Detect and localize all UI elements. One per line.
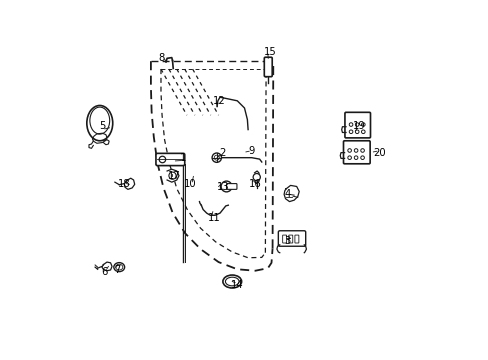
Text: 1: 1 — [180, 153, 186, 163]
Ellipse shape — [114, 263, 124, 271]
Text: 4: 4 — [284, 189, 290, 199]
Circle shape — [212, 153, 221, 162]
Text: 3: 3 — [284, 236, 290, 246]
Text: 12: 12 — [212, 96, 225, 106]
Text: 17: 17 — [167, 171, 180, 181]
Text: 15: 15 — [264, 47, 276, 57]
Text: 6: 6 — [101, 267, 107, 277]
Text: 13: 13 — [216, 182, 229, 192]
Ellipse shape — [223, 275, 241, 288]
FancyBboxPatch shape — [264, 57, 272, 77]
FancyBboxPatch shape — [344, 112, 370, 138]
FancyBboxPatch shape — [278, 231, 305, 246]
Text: 7: 7 — [114, 265, 121, 275]
Text: 16: 16 — [248, 179, 261, 189]
Text: 20: 20 — [372, 148, 385, 158]
Text: 18: 18 — [117, 179, 130, 189]
Text: 19: 19 — [353, 121, 366, 131]
FancyBboxPatch shape — [343, 141, 369, 164]
Text: 14: 14 — [230, 280, 243, 290]
Text: 8: 8 — [158, 53, 164, 63]
Circle shape — [159, 156, 165, 163]
FancyBboxPatch shape — [226, 184, 237, 189]
Circle shape — [168, 172, 176, 179]
Ellipse shape — [87, 105, 113, 141]
Text: 10: 10 — [183, 179, 196, 189]
Circle shape — [253, 174, 260, 181]
Text: 2: 2 — [219, 148, 225, 158]
Text: 5: 5 — [99, 121, 105, 131]
Text: 9: 9 — [248, 146, 254, 156]
FancyBboxPatch shape — [156, 153, 184, 166]
Circle shape — [221, 181, 231, 192]
Text: 11: 11 — [207, 213, 220, 223]
